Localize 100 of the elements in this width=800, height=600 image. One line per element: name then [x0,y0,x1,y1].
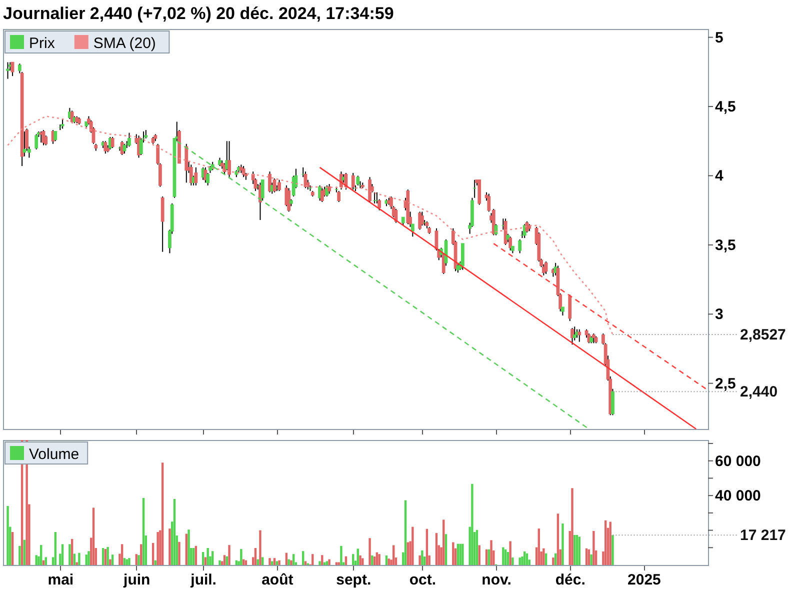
bar [285,552,288,565]
bar [490,540,492,565]
annotation: 2,440 [740,384,778,401]
candlestick [6,62,10,80]
bar [123,558,126,565]
candlestick [160,196,164,252]
bar [35,555,38,565]
bar [61,544,64,565]
y-tick-label: 4,5 [715,98,736,116]
bar [502,547,504,565]
bar [552,558,554,565]
bar [104,549,107,565]
bar [88,551,90,565]
x-tick-label: 2025 [628,572,661,588]
bar [488,549,490,565]
bar [478,545,480,565]
bar [556,514,560,565]
bar [161,462,164,565]
bar [302,551,304,565]
bar [426,528,428,565]
bar [512,558,514,565]
bar [202,552,204,565]
bar [192,548,195,565]
bar [240,549,242,565]
x-tick-label: oct. [409,572,436,588]
y-tick-label: 3 [715,306,724,324]
bar [76,562,78,565]
bar [571,488,574,565]
bar [609,522,612,565]
bar [102,548,104,565]
bar [194,546,198,565]
bar [68,544,71,565]
bar [592,530,595,565]
bar [11,532,14,565]
bar [388,558,390,565]
bar [292,554,295,565]
bar [456,544,460,565]
bar [138,555,140,565]
chart-title: Journalier 2,440 (+7,02 %) 20 déc. 2024, 17:34:59 [3,4,394,23]
bar [371,555,374,565]
y-tick-label: 4 [715,168,724,185]
bar [459,544,462,565]
bar [504,549,507,565]
candlestick [34,134,38,150]
bar [259,530,262,565]
bar [542,548,545,565]
bar [392,545,395,565]
bar [312,554,314,565]
bar [92,508,95,565]
x-tick-label: juil. [190,572,216,588]
legend-label: SMA (20) [93,35,156,52]
bar [404,500,407,565]
bar [544,553,548,565]
bar [304,561,307,565]
candlestick [320,188,324,203]
bar [168,528,171,565]
bar [338,562,340,565]
bar [321,555,324,565]
candlestick [60,118,64,130]
bar [452,542,454,565]
candlestick [328,184,331,194]
bar [385,555,388,565]
bar [109,559,112,565]
bar [135,554,138,565]
y-tick-label: 60 000 [715,452,761,470]
bar [268,558,271,565]
bar [73,554,76,565]
bar [476,530,478,565]
bar [70,538,74,565]
bar [538,528,540,565]
bar [362,558,364,565]
bar [328,559,330,565]
bar [206,548,209,565]
bar [506,552,510,565]
bar [111,554,114,565]
bar [23,540,26,565]
bar [373,556,376,565]
bar [590,554,592,565]
bar [18,546,21,565]
bar [40,545,42,565]
legend-label: Prix [29,35,56,52]
bar [140,544,142,565]
bar [406,542,409,565]
bar [421,550,424,565]
candlestick [54,130,58,142]
x-tick-label: mai [48,572,74,588]
bar [471,484,474,565]
bar [518,558,521,565]
bar [152,542,154,565]
x-tick-label: sept. [336,572,372,588]
bar [562,524,564,565]
y-tick-label: 40 000 [715,488,761,505]
candlestick [518,238,522,254]
x-tick-label: juin [122,572,150,588]
bar [612,535,614,565]
bar [85,554,88,565]
bar [254,548,257,565]
bar [128,558,130,565]
bar [326,561,328,565]
bar [323,562,326,565]
